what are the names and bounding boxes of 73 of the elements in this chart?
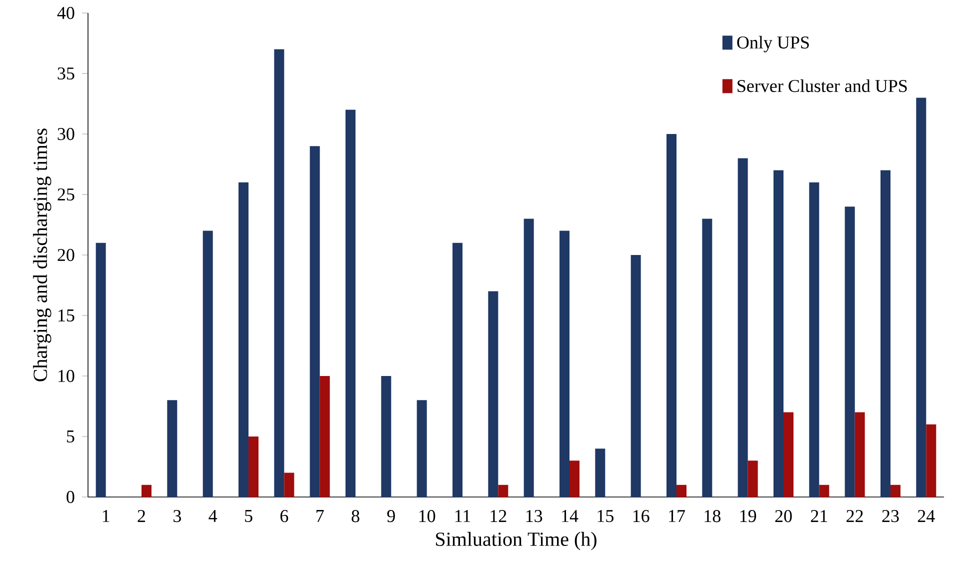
x-tick-label: 18 xyxy=(704,510,720,522)
bar xyxy=(666,134,676,497)
legend-label: Server Cluster and UPS xyxy=(738,79,907,92)
x-tick-label: 15 xyxy=(598,510,614,522)
bar xyxy=(916,98,926,497)
x-tick-label: 23 xyxy=(882,510,899,522)
bar xyxy=(890,484,900,497)
y-tick-label: 30 xyxy=(58,128,74,140)
y-tick-label: 5 xyxy=(66,430,74,442)
y-tick-label: 25 xyxy=(58,188,74,201)
bar xyxy=(630,254,641,497)
bar xyxy=(570,460,580,497)
bar xyxy=(809,182,820,497)
bar xyxy=(560,230,570,497)
y-tick-label: 35 xyxy=(58,67,74,80)
x-axis-title: Simluation Time (h) xyxy=(436,532,596,550)
bar xyxy=(676,484,686,497)
bar xyxy=(738,158,748,497)
bar xyxy=(96,242,106,497)
bar xyxy=(142,484,152,497)
x-tick-label: 5 xyxy=(245,510,252,522)
bar xyxy=(452,242,462,497)
bar xyxy=(498,484,508,497)
x-tick-label: 10 xyxy=(419,510,436,522)
x-tick-label: 12 xyxy=(490,510,506,522)
y-tick-label: 15 xyxy=(58,309,74,322)
y-tick-label: 40 xyxy=(57,6,74,20)
bar xyxy=(819,484,830,497)
x-tick-label: 2 xyxy=(138,510,146,522)
bar xyxy=(854,412,865,497)
bar xyxy=(595,448,606,497)
x-tick-label: 22 xyxy=(846,510,863,522)
bar xyxy=(844,206,855,497)
x-tick-label: 24 xyxy=(918,510,935,522)
bar xyxy=(748,460,758,497)
x-tick-label: 13 xyxy=(526,510,542,522)
bar xyxy=(416,400,427,497)
bar xyxy=(926,424,936,497)
bar xyxy=(702,218,712,497)
bar xyxy=(488,291,498,497)
y-tick-label: 20 xyxy=(58,248,74,262)
bar xyxy=(320,376,330,497)
legend-label: Only UPS xyxy=(737,36,809,52)
x-tick-label: 1 xyxy=(102,510,110,522)
bar xyxy=(783,412,794,497)
bar xyxy=(381,376,392,497)
bar xyxy=(310,146,320,497)
bar xyxy=(773,170,784,497)
y-tick-label: 0 xyxy=(66,490,74,504)
bar xyxy=(238,182,249,497)
bar xyxy=(524,218,534,497)
bar xyxy=(274,49,284,497)
bar xyxy=(880,170,890,497)
x-tick-label: 14 xyxy=(562,510,578,522)
x-tick-label: 7 xyxy=(316,510,324,522)
x-tick-label: 4 xyxy=(208,510,218,522)
x-tick-label: 6 xyxy=(280,510,288,522)
x-tick-label: 3 xyxy=(174,510,181,522)
x-tick-label: 20 xyxy=(775,510,792,522)
x-tick-label: 11 xyxy=(455,510,470,522)
x-tick-label: 8 xyxy=(352,510,360,522)
x-tick-label: 21 xyxy=(810,510,828,522)
x-tick-label: 17 xyxy=(669,510,685,522)
x-tick-label: 19 xyxy=(740,510,756,522)
bar xyxy=(167,400,178,497)
bar xyxy=(202,230,213,497)
bar xyxy=(284,472,294,497)
bar xyxy=(346,110,356,497)
bar xyxy=(248,436,258,497)
x-tick-label: 9 xyxy=(387,510,395,522)
x-tick-label: 16 xyxy=(633,510,650,522)
y-tick-label: 10 xyxy=(58,370,74,382)
y-axis-title: Charging and discharging times xyxy=(33,128,52,382)
